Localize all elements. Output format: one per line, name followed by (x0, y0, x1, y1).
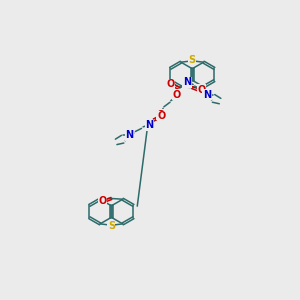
Text: N: N (125, 130, 133, 140)
Text: S: S (189, 55, 196, 65)
Text: O: O (158, 111, 166, 121)
Text: O: O (167, 79, 175, 89)
Text: N: N (203, 89, 211, 100)
Text: N: N (183, 77, 191, 87)
Text: N: N (145, 120, 153, 130)
Text: S: S (108, 221, 115, 231)
Text: O: O (98, 196, 106, 206)
Text: O: O (173, 89, 181, 100)
Text: O: O (157, 110, 165, 119)
Text: O: O (197, 85, 206, 95)
